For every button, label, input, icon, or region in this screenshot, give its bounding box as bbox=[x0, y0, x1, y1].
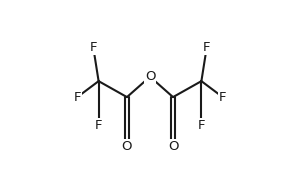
Text: F: F bbox=[219, 91, 226, 104]
Text: O: O bbox=[122, 140, 132, 153]
Text: F: F bbox=[95, 119, 102, 132]
Text: F: F bbox=[74, 91, 81, 104]
Text: O: O bbox=[145, 70, 155, 83]
Text: F: F bbox=[198, 119, 205, 132]
Text: F: F bbox=[203, 41, 211, 54]
Text: F: F bbox=[89, 41, 97, 54]
Text: O: O bbox=[168, 140, 178, 153]
